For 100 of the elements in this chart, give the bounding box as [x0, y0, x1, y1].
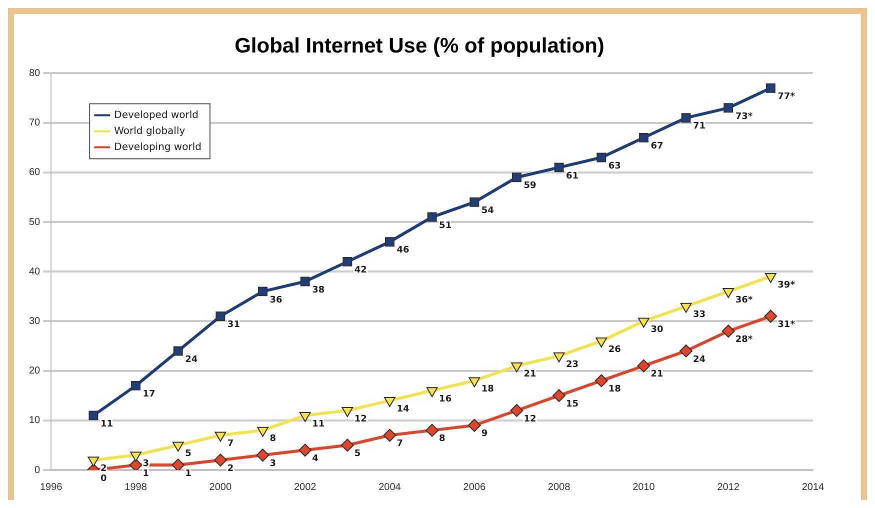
- point: [764, 310, 778, 323]
- data-label: 0: [100, 474, 107, 484]
- point: [512, 172, 522, 182]
- point: [426, 424, 439, 437]
- data-label: 39*: [778, 280, 796, 290]
- chart-title: Global Internet Use (% of population): [234, 34, 604, 58]
- point: [596, 152, 606, 162]
- data-label: 26: [608, 344, 621, 355]
- x-tick-label: 2012: [717, 482, 740, 493]
- legend-label: Developed world: [114, 110, 199, 121]
- point: [173, 346, 183, 356]
- point: [172, 442, 184, 452]
- data-label: 54: [481, 206, 494, 216]
- data-label: 2: [227, 464, 234, 474]
- data-label: 23: [566, 360, 579, 370]
- point: [552, 389, 566, 402]
- point: [383, 428, 396, 442]
- point: [216, 312, 226, 321]
- data-label: 7: [227, 439, 234, 450]
- point: [722, 324, 735, 338]
- data-label: 24: [693, 354, 706, 365]
- data-label: 14: [396, 404, 410, 414]
- data-label: 33: [693, 310, 706, 320]
- data-label: 4: [312, 454, 318, 464]
- point: [384, 237, 394, 247]
- y-tick-label: 40: [29, 266, 41, 278]
- data-label: 36*: [735, 295, 753, 306]
- point: [637, 359, 650, 372]
- data-label: 67: [650, 142, 664, 152]
- y-tick-label: 10: [29, 415, 41, 426]
- point: [256, 448, 270, 462]
- data-label: 31*: [778, 320, 796, 330]
- point: [511, 362, 522, 372]
- y-tick-label: 70: [29, 118, 41, 129]
- point: [88, 456, 100, 467]
- data-label: 21: [524, 370, 536, 380]
- x-tick-label: 2000: [209, 482, 232, 493]
- legend-label: Developing world: [114, 142, 202, 153]
- point: [130, 452, 142, 462]
- point: [766, 83, 776, 93]
- point: [384, 397, 396, 408]
- x-tick-label: 2004: [378, 482, 402, 493]
- y-tick-label: 50: [29, 216, 41, 228]
- data-label: 36: [270, 295, 282, 306]
- x-tick-label: 2014: [802, 482, 825, 493]
- data-label: 73*: [735, 112, 753, 122]
- point: [131, 380, 141, 390]
- data-label: 59: [524, 181, 536, 192]
- point: [722, 288, 734, 298]
- data-label: 9: [481, 429, 488, 440]
- data-label: 5: [185, 449, 192, 460]
- point: [172, 458, 185, 470]
- data-label: 42: [354, 266, 367, 276]
- point: [594, 374, 608, 388]
- data-label: 18: [608, 384, 621, 395]
- point: [724, 103, 734, 113]
- y-tick-label: 0: [34, 464, 41, 476]
- data-label: 16: [439, 394, 452, 404]
- point: [214, 454, 227, 467]
- data-label: 17: [142, 390, 156, 400]
- x-tick-label: 2010: [632, 482, 656, 493]
- data-label: 15: [566, 399, 579, 410]
- data-label: 46: [396, 246, 410, 256]
- x-tick-label: 2006: [463, 482, 486, 493]
- point: [129, 458, 142, 470]
- data-label: 7: [396, 439, 403, 450]
- x-tick-label: 1996: [40, 482, 63, 493]
- point: [426, 387, 438, 398]
- data-label: 5: [354, 449, 361, 460]
- data-label: 8: [439, 434, 446, 444]
- data-label: 3: [270, 458, 276, 469]
- data-label: 11: [100, 419, 113, 430]
- legend-label: World globally: [114, 126, 186, 137]
- point: [680, 302, 692, 313]
- point: [468, 377, 480, 388]
- data-label: 28*: [735, 334, 753, 345]
- point: [553, 352, 565, 362]
- data-label: 18: [481, 384, 494, 395]
- data-label: 8: [270, 434, 276, 444]
- point: [638, 132, 648, 142]
- point: [427, 212, 437, 222]
- point: [258, 286, 268, 296]
- point: [300, 276, 310, 286]
- data-label: 51: [439, 220, 452, 231]
- point: [257, 426, 268, 437]
- data-label: 24: [185, 354, 198, 365]
- point: [342, 406, 354, 417]
- point: [214, 432, 226, 442]
- data-label: 12: [354, 414, 367, 424]
- data-label: 21: [650, 370, 664, 380]
- point: [596, 338, 608, 348]
- y-tick-label: 30: [29, 316, 41, 327]
- data-label: 30: [650, 325, 664, 336]
- point: [510, 404, 524, 417]
- data-label: 38: [312, 285, 325, 296]
- data-label: 77*: [778, 92, 796, 102]
- point: [88, 410, 98, 420]
- point: [468, 418, 481, 432]
- y-tick-label: 20: [29, 366, 41, 377]
- point: [299, 412, 311, 422]
